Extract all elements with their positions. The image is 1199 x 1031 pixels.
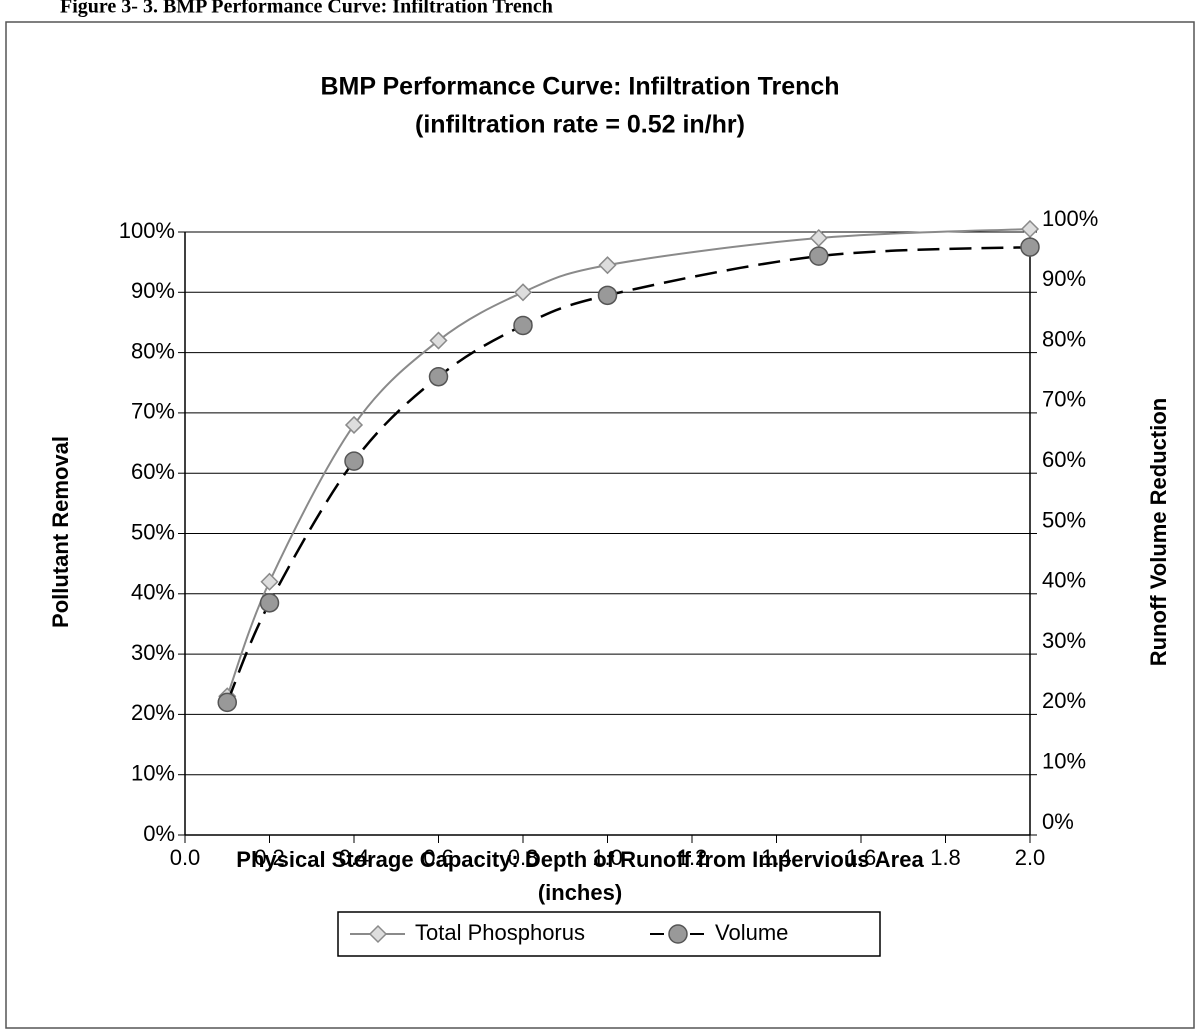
point-marker: [429, 331, 448, 350]
point-marker: [809, 228, 828, 248]
x-tick-label: 0.0: [170, 845, 201, 870]
y-tick-label: 100%: [119, 218, 175, 243]
y-tick-label: 60%: [131, 459, 175, 484]
point-marker: [1020, 237, 1040, 257]
y2-tick-label: 80%: [1042, 326, 1086, 351]
y2-tick-label: 100%: [1042, 206, 1098, 231]
point-marker: [217, 692, 237, 713]
y-axis-label: Pollutant Removal: [48, 436, 73, 628]
x-tick-label: 1.2: [677, 845, 708, 870]
point-marker: [513, 283, 533, 302]
series-line: [226, 245, 1031, 703]
chart-title: BMP Performance Curve: Infiltration Tren…: [320, 73, 839, 101]
legend-box: [337, 911, 881, 957]
y-tick-label: 30%: [131, 640, 175, 665]
y-tick-label: 80%: [131, 338, 175, 363]
legend-label: Volume: [715, 920, 788, 945]
y-tick-label: 50%: [131, 519, 175, 544]
x-tick-label: 0.4: [339, 845, 370, 870]
x-tick-label: 0.8: [508, 845, 539, 870]
x-tick-label: 1.8: [930, 845, 961, 870]
y2-axis-label: Runoff Volume Reduction: [1146, 398, 1171, 666]
y2-tick-label: 70%: [1042, 387, 1086, 412]
point-marker: [1020, 219, 1040, 239]
x-tick-label: 0.2: [254, 845, 285, 870]
point-marker: [344, 415, 364, 435]
point-marker: [259, 593, 280, 613]
y2-tick-label: 20%: [1042, 688, 1086, 713]
y2-tick-label: 0%: [1042, 809, 1074, 834]
y2-tick-label: 90%: [1042, 266, 1086, 291]
y2-tick-label: 50%: [1042, 507, 1086, 532]
x-tick-label: 0.6: [423, 845, 454, 870]
legend-label: Total Phosphorus: [415, 920, 585, 945]
caption: Figure 3- 3. BMP Performance Curve: Infi…: [60, 0, 553, 18]
x-tick-label: 1.0: [592, 845, 623, 870]
y-tick-label: 10%: [131, 761, 175, 786]
y-tick-label: 70%: [131, 399, 175, 424]
y2-tick-label: 60%: [1042, 447, 1086, 472]
point-marker: [597, 285, 618, 306]
y2-tick-label: 30%: [1042, 628, 1086, 653]
point-marker: [598, 256, 617, 275]
y-tick-label: 40%: [131, 580, 175, 605]
y2-tick-label: 40%: [1042, 568, 1086, 593]
point-marker: [809, 246, 829, 266]
y-tick-label: 0%: [143, 821, 175, 846]
y-tick-label: 90%: [131, 278, 175, 303]
x-tick-label: 1.4: [761, 845, 792, 870]
point-marker: [260, 572, 279, 591]
legend-marker: [668, 924, 688, 944]
point-marker: [344, 451, 364, 471]
x-tick-label: 1.6: [846, 845, 877, 870]
x-axis-label: Physical Storage Capacity: Depth of Runo…: [236, 847, 924, 872]
legend-marker: [368, 924, 388, 944]
chart-subtitle: (infiltration rate = 0.52 in/hr): [415, 111, 745, 139]
x-tick-label: 2.0: [1015, 845, 1046, 870]
x-axis-unit: (inches): [538, 880, 622, 905]
chart-border: [5, 21, 1195, 1029]
point-marker: [428, 366, 449, 387]
point-marker: [513, 315, 533, 336]
y2-tick-label: 10%: [1042, 749, 1086, 774]
y-tick-label: 20%: [131, 700, 175, 725]
